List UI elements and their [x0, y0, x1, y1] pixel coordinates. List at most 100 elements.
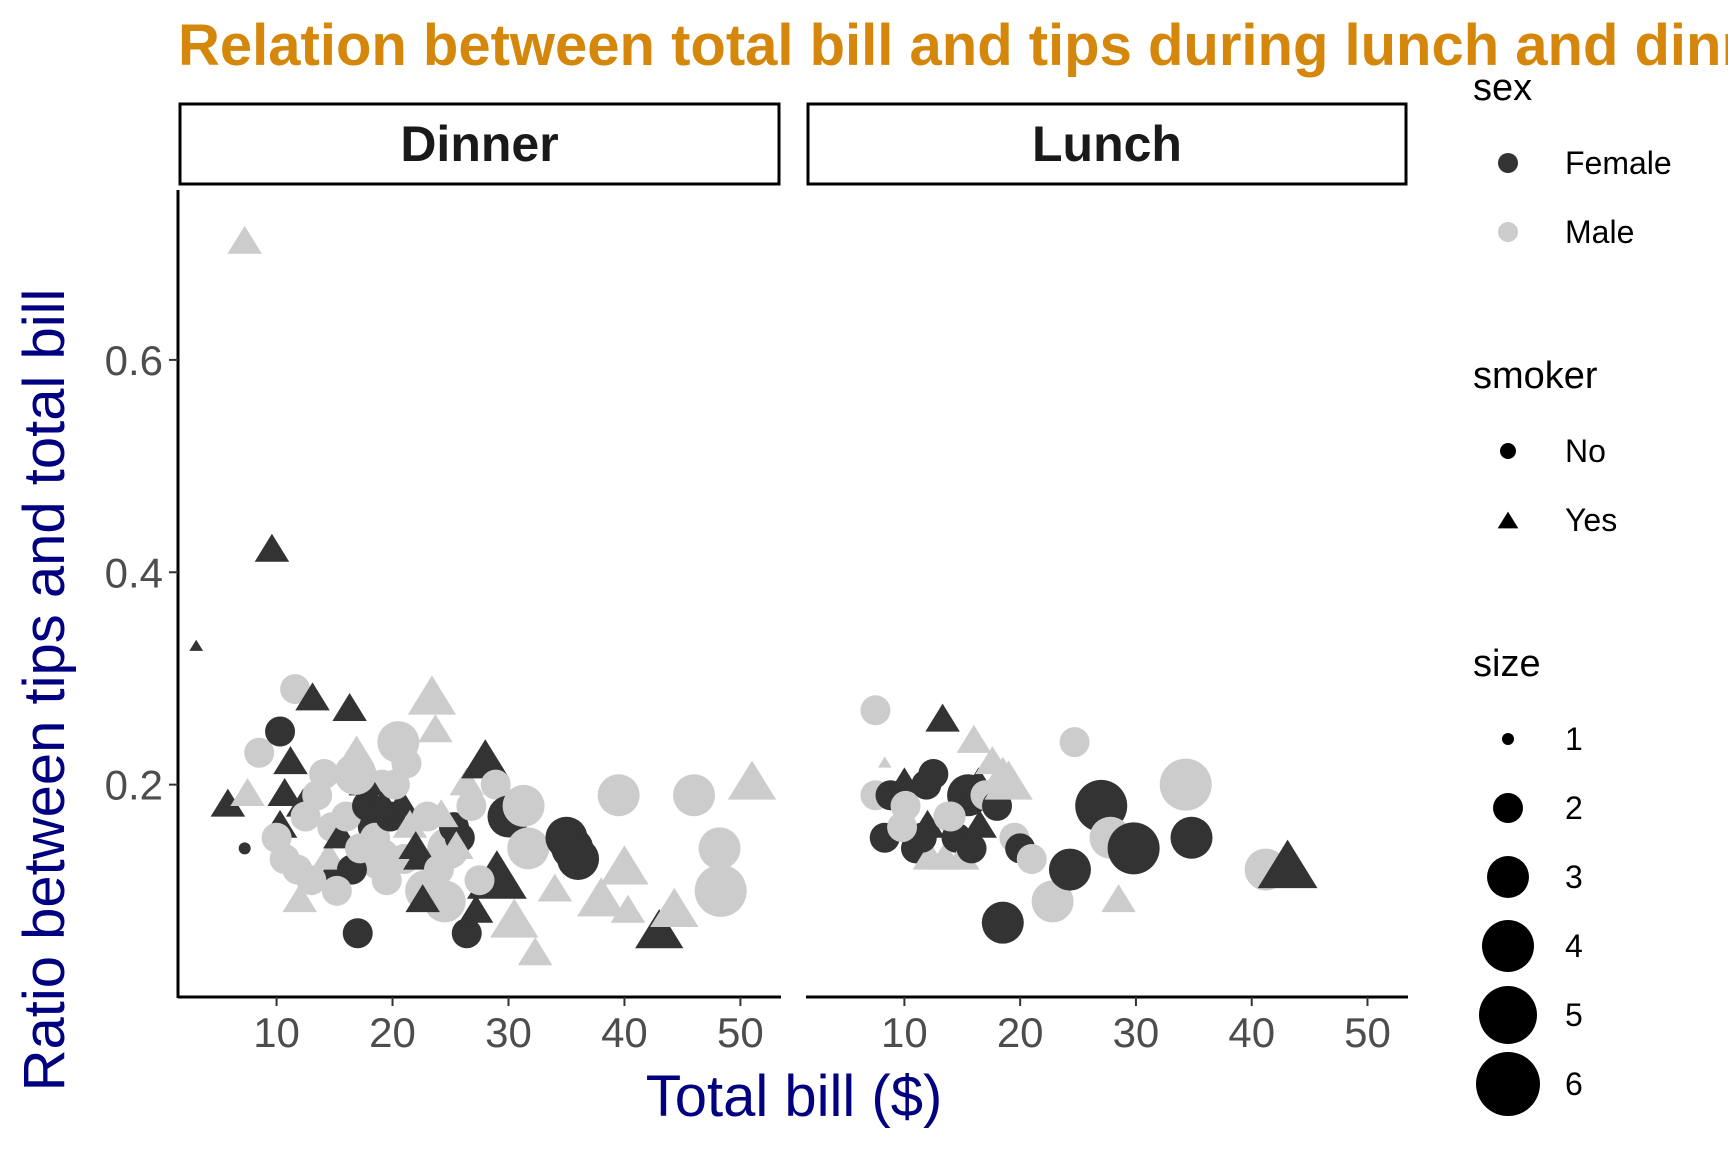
data-points — [860, 695, 1318, 944]
data-point-triangle — [230, 778, 265, 806]
data-point-circle — [673, 774, 716, 817]
data-point-triangle — [962, 809, 997, 838]
facet-strip — [806, 102, 1408, 186]
data-point-triangle — [635, 909, 684, 949]
x-tick-label: 40 — [601, 1009, 648, 1056]
data-point-triangle — [295, 682, 330, 711]
data-point-triangle — [210, 788, 246, 817]
data-point-triangle — [227, 225, 262, 254]
data-point-circle — [698, 827, 741, 870]
data-point-triangle — [984, 760, 1033, 800]
data-point-circle — [860, 695, 891, 726]
x-tick-label: 10 — [881, 1009, 928, 1056]
y-axis-title-group: Ratio between tips and total bill — [12, 289, 77, 1092]
data-point-circle — [334, 753, 377, 796]
data-point-circle — [1170, 816, 1213, 859]
facet-strip-label: Lunch — [1032, 116, 1182, 172]
data-point-circle — [1016, 843, 1047, 874]
data-point-triangle — [405, 884, 440, 913]
legend-key-smoker-yes — [1497, 511, 1519, 529]
legend-key-size-4 — [1482, 920, 1534, 972]
data-point-triangle — [458, 894, 494, 923]
data-point-triangle — [273, 746, 308, 775]
facets: Dinner 0.2 0.4 0.6 10 20 30 40 50 Lunch 10 20 30 40 50 — [105, 102, 1408, 1056]
data-point-triangle — [282, 884, 318, 913]
data-point-circle — [557, 837, 600, 880]
data-point-circle — [282, 854, 313, 885]
data-point-triangle — [254, 533, 290, 562]
data-point-circle — [360, 822, 391, 853]
data-point-triangle — [577, 877, 626, 917]
data-point-circle — [1107, 822, 1160, 875]
legend-key-size-6 — [1476, 1052, 1540, 1116]
data-point-triangle — [727, 760, 777, 800]
x-tick-label: 20 — [997, 1009, 1044, 1056]
data-point-triangle — [956, 724, 992, 753]
data-point-triangle — [461, 739, 510, 779]
data-point-circle — [1048, 848, 1091, 891]
legend-key-size-5 — [1479, 986, 1537, 1044]
data-point-triangle — [1257, 839, 1318, 889]
facet-strip-label: Dinner — [400, 116, 558, 172]
data-point-circle — [379, 769, 410, 800]
data-point-triangle — [311, 841, 346, 870]
data-point-circle — [342, 918, 373, 949]
data-point-circle — [423, 854, 454, 885]
data-point-triangle — [332, 693, 367, 721]
data-point-triangle — [189, 639, 204, 651]
data-point-circle — [321, 875, 352, 906]
x-tick-label: 20 — [369, 1009, 416, 1056]
data-point-triangle — [610, 894, 646, 923]
y-axis-title: Ratio between tips and total bill — [12, 289, 77, 1092]
legend-label-sex: Female — [1565, 145, 1672, 181]
data-point-triangle — [537, 873, 573, 902]
legend-key-size-3 — [1487, 856, 1529, 898]
data-point-circle — [464, 865, 495, 896]
data-point-circle — [981, 901, 1024, 944]
x-tick-label: 50 — [717, 1009, 764, 1056]
data-point-circle — [1159, 758, 1212, 811]
legend-key-size-1 — [1502, 733, 1514, 745]
legend-label-smoker: No — [1565, 433, 1606, 469]
data-point-triangle — [398, 831, 433, 860]
data-point-circle — [371, 865, 402, 896]
legend-title-sex: sex — [1473, 67, 1532, 109]
data-point-circle — [265, 716, 296, 747]
data-point-triangle — [366, 788, 401, 817]
x-tick-label: 30 — [1113, 1009, 1160, 1056]
data-point-circle — [887, 812, 918, 843]
data-point-circle — [480, 769, 511, 800]
data-point-circle — [244, 737, 275, 768]
y-tick-label: 0.4 — [105, 549, 163, 596]
data-point-circle — [597, 774, 640, 817]
data-point-triangle — [650, 887, 699, 928]
data-point-triangle — [418, 714, 453, 743]
legend-key-size-2 — [1493, 793, 1523, 823]
data-point-triangle — [423, 799, 459, 828]
legend: sex Female Male smoker No Yes size 1 2 3 4 5 6 — [1473, 67, 1672, 1116]
data-point-circle — [694, 864, 747, 917]
data-point-triangle — [439, 831, 474, 860]
data-point-circle — [302, 780, 333, 811]
data-point-circle — [507, 827, 550, 870]
facet-panel-dinner: Dinner 0.2 0.4 0.6 10 20 30 40 50 — [105, 102, 781, 1056]
data-point-circle — [956, 833, 987, 864]
legend-label-sex: Male — [1565, 214, 1634, 250]
legend-label-size: 1 — [1565, 721, 1583, 757]
x-tick-label: 40 — [1228, 1009, 1275, 1056]
x-tick-label: 50 — [1344, 1009, 1391, 1056]
data-point-triangle — [490, 898, 539, 938]
data-point-triangle — [267, 778, 302, 806]
legend-key-sex-female — [1498, 153, 1518, 173]
data-point-triangle — [517, 937, 553, 966]
data-point-circle — [918, 759, 949, 790]
data-point-circle — [935, 801, 966, 832]
legend-label-size: 3 — [1565, 859, 1583, 895]
data-point-circle — [456, 790, 487, 821]
chart-title: Relation between total bill and tips dur… — [178, 13, 1728, 78]
data-point-circle — [451, 918, 482, 949]
y-tick-label: 0.6 — [105, 337, 163, 384]
legend-title-size: size — [1473, 643, 1541, 685]
legend-label-size: 5 — [1565, 997, 1583, 1033]
